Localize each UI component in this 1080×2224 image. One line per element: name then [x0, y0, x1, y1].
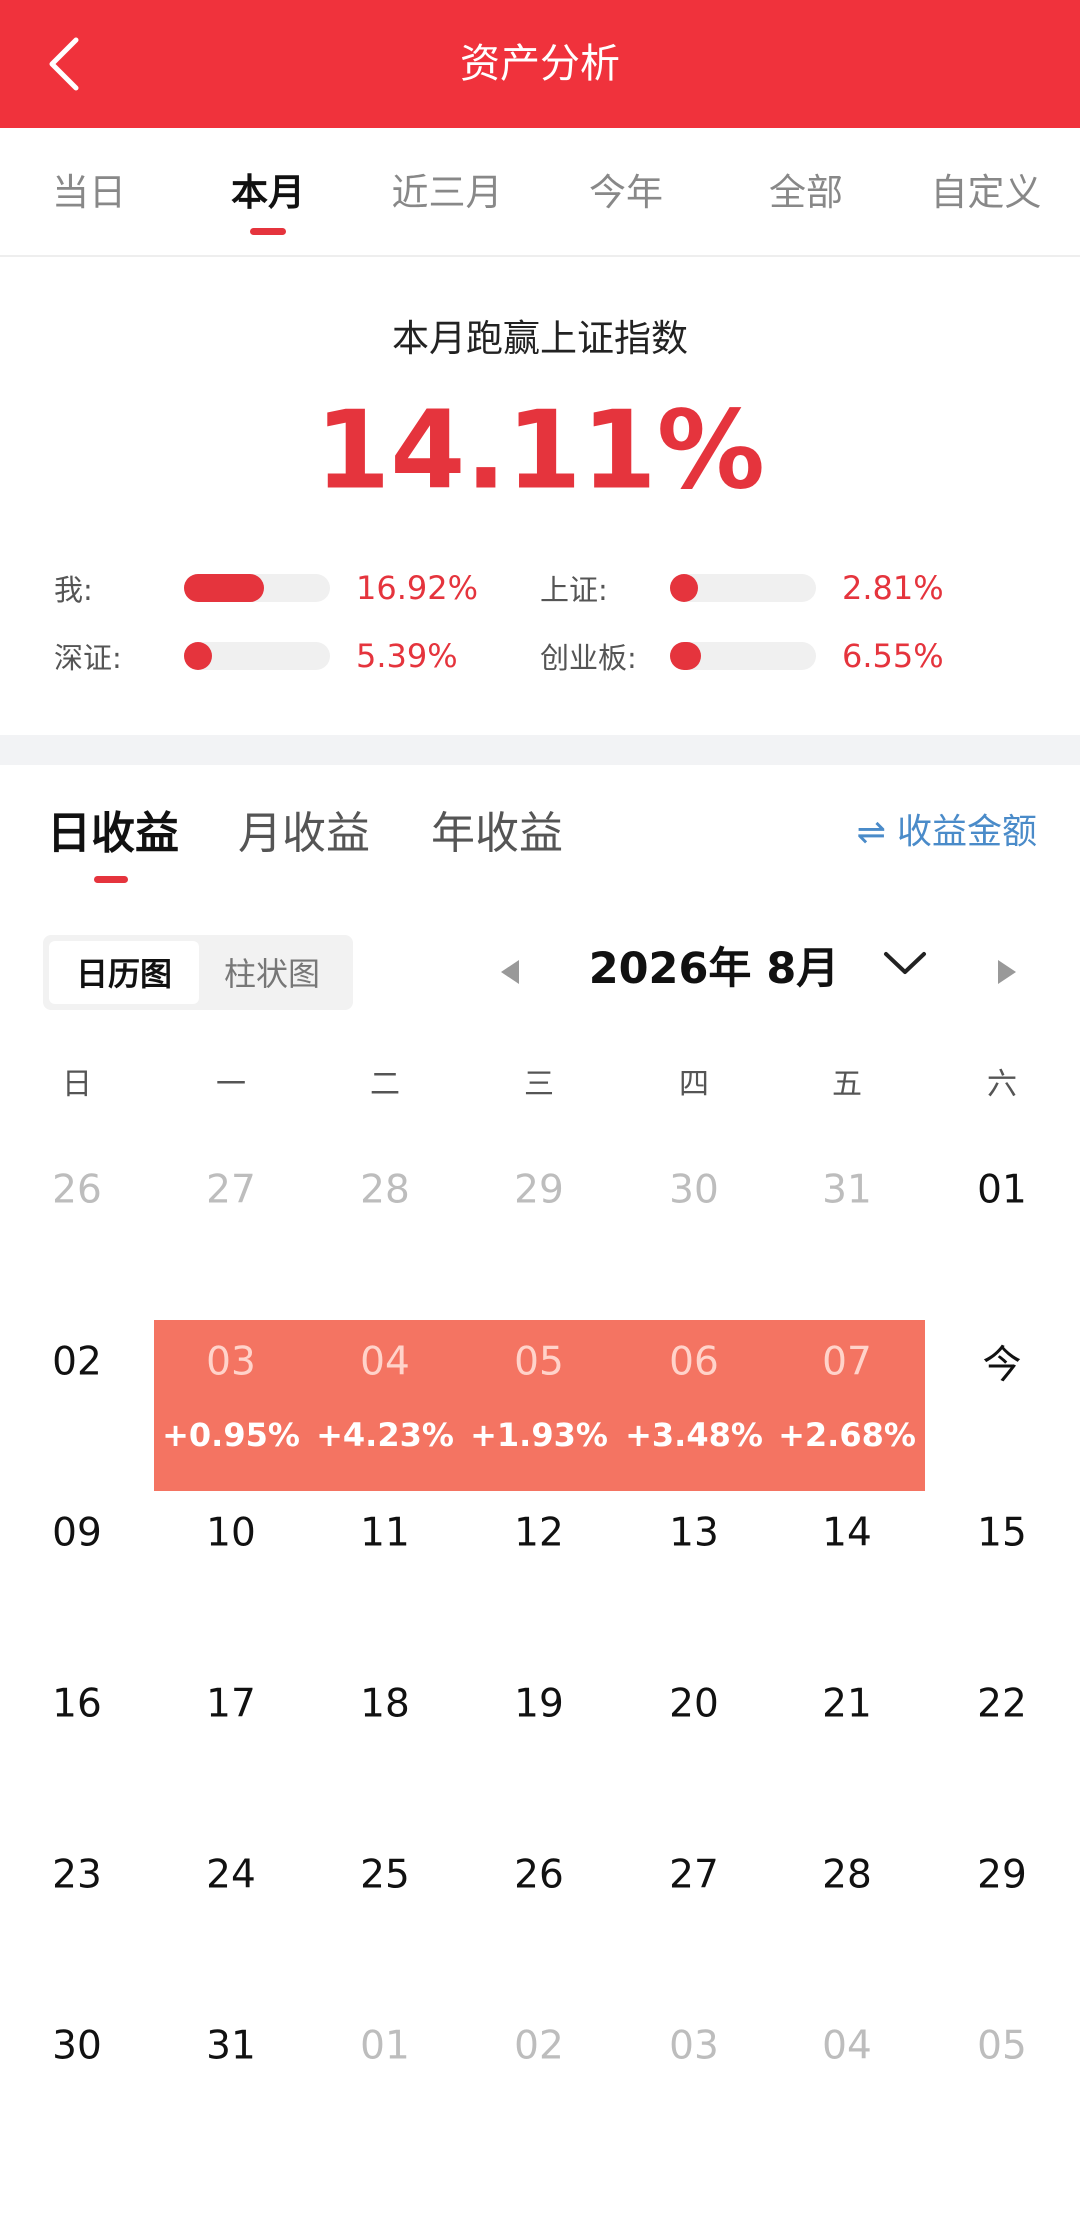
summary-value: 14.11% [315, 388, 765, 514]
comparison-label: 创业板: [540, 641, 637, 675]
weekday: 一 [216, 1067, 246, 1102]
day-cell[interactable]: 04 [360, 1339, 410, 1385]
day-cell[interactable]: 26 [514, 1852, 564, 1898]
day-cell[interactable]: 31 [822, 1167, 872, 1213]
day-cell[interactable]: 31 [206, 2023, 256, 2069]
day-cell[interactable]: 27 [669, 1852, 719, 1898]
app-bar [0, 0, 1080, 128]
toggle-option[interactable]: 柱状图 [223, 955, 321, 993]
comparison-label: 深证: [54, 641, 122, 675]
weekday: 四 [679, 1067, 709, 1102]
summary-title: 本月跑赢上证指数 [392, 317, 688, 360]
day-return: +0.95% [162, 1416, 300, 1454]
day-cell[interactable]: 20 [669, 1681, 719, 1727]
day-cell[interactable]: 05 [514, 1339, 564, 1385]
switch-link[interactable]: ⇌ 收益金额 [856, 812, 1037, 853]
prev-month[interactable] [497, 958, 523, 986]
day-cell[interactable]: 11 [360, 1510, 410, 1556]
return-highlight [461, 1320, 618, 1491]
day-cell[interactable]: 03 [669, 2023, 719, 2069]
day-cell[interactable]: 12 [514, 1510, 564, 1556]
day-return: +2.68% [778, 1416, 916, 1454]
day-return: +3.48% [625, 1416, 763, 1454]
day-cell[interactable]: 02 [52, 1339, 102, 1385]
day-cell[interactable]: 09 [52, 1510, 102, 1556]
day-cell[interactable]: 06 [669, 1339, 719, 1385]
toggle-option[interactable]: 日历图 [75, 955, 173, 993]
section-tab[interactable]: 年收益 [431, 808, 563, 859]
next-month[interactable] [994, 958, 1020, 986]
section-gap [0, 735, 1080, 765]
section-tab[interactable]: 月收益 [238, 808, 370, 859]
day-cell[interactable]: 29 [977, 1852, 1027, 1898]
toggle-active [49, 941, 199, 1004]
day-cell[interactable]: 30 [669, 1167, 719, 1213]
day-cell[interactable]: 25 [360, 1852, 410, 1898]
day-cell[interactable]: 29 [514, 1167, 564, 1213]
comparison-label: 上证: [540, 573, 608, 607]
day-cell[interactable]: 02 [514, 2023, 564, 2069]
day-cell[interactable]: 04 [822, 2023, 872, 2069]
month-label: 2026年 8月 [588, 944, 840, 994]
page-title: 资产分析 [460, 41, 620, 87]
day-cell[interactable]: 10 [206, 1510, 256, 1556]
day-cell[interactable]: 26 [52, 1167, 102, 1213]
tab-indicator [250, 228, 286, 235]
day-return: +4.23% [316, 1416, 454, 1454]
day-cell[interactable]: 21 [822, 1681, 872, 1727]
section-tab[interactable]: 日收益 [47, 808, 179, 859]
weekday: 五 [832, 1067, 862, 1102]
period-tab[interactable]: 自定义 [930, 171, 1042, 214]
day-cell[interactable]: 05 [977, 2023, 1027, 2069]
weekday: 二 [370, 1067, 400, 1102]
period-tab[interactable]: 当日 [52, 171, 126, 214]
month-dropdown[interactable] [882, 948, 928, 978]
day-cell[interactable]: 07 [822, 1339, 872, 1385]
comparison-value: 16.92% [356, 569, 479, 607]
day-cell[interactable]: 22 [977, 1681, 1027, 1727]
day-cell[interactable]: 今 [982, 1343, 1022, 1388]
day-cell[interactable]: 18 [360, 1681, 410, 1727]
day-cell[interactable]: 01 [360, 2023, 410, 2069]
weekday: 日 [62, 1067, 92, 1102]
comparison-value: 6.55% [842, 637, 944, 675]
comparison-value: 2.81% [842, 569, 944, 607]
day-return: +1.93% [470, 1416, 608, 1454]
day-cell[interactable]: 27 [206, 1167, 256, 1213]
day-cell[interactable]: 17 [206, 1681, 256, 1727]
comparison-value: 5.39% [356, 637, 458, 675]
day-cell[interactable]: 24 [206, 1852, 256, 1898]
return-highlight [769, 1320, 926, 1491]
weekday: 三 [524, 1067, 554, 1102]
day-cell[interactable]: 14 [822, 1510, 872, 1556]
weekday: 六 [987, 1067, 1017, 1102]
bar [670, 574, 698, 602]
day-cell[interactable]: 13 [669, 1510, 719, 1556]
day-cell[interactable]: 03 [206, 1339, 256, 1385]
day-cell[interactable]: 16 [52, 1681, 102, 1727]
day-cell[interactable]: 19 [514, 1681, 564, 1727]
period-tab[interactable]: 近三月 [391, 171, 503, 214]
period-tab[interactable]: 本月 [231, 171, 305, 214]
period-tab[interactable]: 全部 [769, 171, 843, 214]
return-highlight [307, 1320, 464, 1491]
day-cell[interactable]: 28 [822, 1852, 872, 1898]
day-cell[interactable]: 23 [52, 1852, 102, 1898]
return-highlight [153, 1320, 310, 1491]
day-cell[interactable]: 15 [977, 1510, 1027, 1556]
divider [0, 255, 1080, 257]
tab-indicator [94, 876, 128, 883]
period-tab[interactable]: 今年 [589, 171, 663, 214]
bar [184, 574, 265, 602]
day-cell[interactable]: 28 [360, 1167, 410, 1213]
bar [184, 642, 212, 670]
comparison-label: 我: [54, 573, 93, 607]
day-cell[interactable]: 01 [977, 1167, 1027, 1213]
back-button[interactable] [40, 36, 90, 92]
bar [670, 642, 702, 670]
day-cell[interactable]: 30 [52, 2023, 102, 2069]
return-highlight [616, 1320, 773, 1491]
